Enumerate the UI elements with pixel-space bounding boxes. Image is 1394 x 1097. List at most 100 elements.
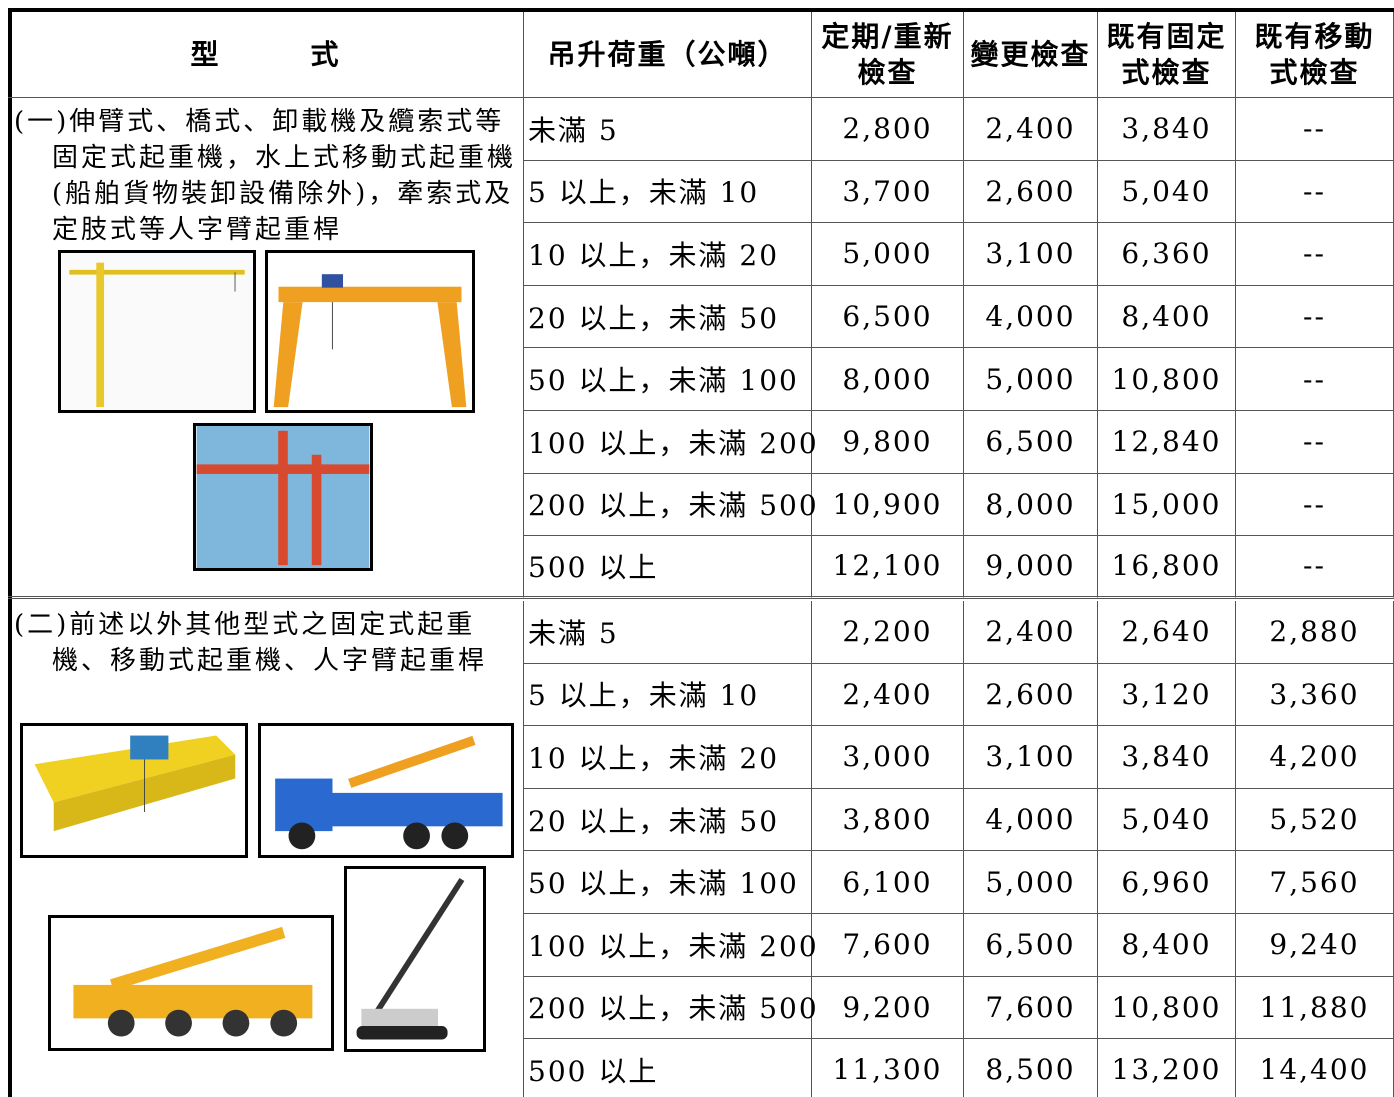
fee-value: 13,200	[1098, 1039, 1236, 1097]
fee-value: 7,600	[812, 914, 964, 977]
fee-value: 3,840	[1098, 98, 1236, 161]
fee-value: 2,800	[812, 98, 964, 161]
load-range: 200 以上，未滿 500	[524, 976, 817, 1040]
load-range: 50 以上，未滿 100	[524, 348, 812, 411]
load-range: 10 以上，未滿 20	[524, 726, 812, 789]
fee-value: 9,800	[812, 411, 964, 474]
fee-value: 4,000	[964, 788, 1098, 852]
load-range: 未滿 5	[524, 601, 812, 664]
crawler-crane-image	[344, 866, 486, 1052]
fee-value: 3,120	[1098, 663, 1236, 727]
fee-value: 4,000	[964, 285, 1098, 349]
fee-value: 10,800	[1098, 976, 1236, 1040]
tower-crane-image	[58, 250, 256, 413]
fee-value: 15,000	[1098, 473, 1236, 537]
fee-value: 2,400	[964, 98, 1098, 161]
gantry-crane-image	[265, 250, 475, 413]
fee-value: 6,100	[812, 851, 964, 914]
fee-value: 8,000	[964, 473, 1098, 537]
fee-value: 3,840	[1098, 726, 1236, 789]
load-range: 500 以上	[524, 1039, 812, 1097]
header-text: 式檢查	[1121, 55, 1212, 89]
fee-value: --	[1236, 411, 1394, 474]
fee-value: 9,240	[1236, 914, 1394, 977]
fee-value: 3,360	[1236, 663, 1394, 727]
header-cell: 型 式	[8, 12, 524, 98]
header-cell: 吊升荷重（公噸）	[524, 12, 812, 98]
fee-value: 7,600	[964, 976, 1098, 1040]
fee-value: 5,000	[964, 348, 1098, 411]
fee-value: 12,100	[812, 536, 964, 599]
fee-value: 9,200	[812, 976, 964, 1040]
fee-value: 5,000	[964, 851, 1098, 914]
table-frame	[8, 8, 1394, 1097]
mobile-crane-image	[48, 915, 334, 1051]
fee-value: 10,800	[1098, 348, 1236, 411]
fee-value: 14,400	[1236, 1039, 1394, 1097]
fee-value: 3,100	[964, 726, 1098, 789]
fee-value: 16,800	[1098, 536, 1236, 599]
fee-value: --	[1236, 223, 1394, 286]
fee-value: --	[1236, 98, 1394, 161]
fee-value: --	[1236, 536, 1394, 599]
fee-value: --	[1236, 348, 1394, 411]
load-range: 未滿 5	[524, 98, 812, 161]
fee-value: 5,040	[1098, 788, 1236, 852]
fee-value: 2,600	[964, 663, 1098, 727]
header-text: 變更檢查	[970, 37, 1091, 71]
fee-value: 11,300	[812, 1039, 964, 1097]
header-cell: 既有固定 式檢查	[1098, 12, 1236, 98]
fee-value: 6,500	[964, 411, 1098, 474]
fee-value: 8,500	[964, 1039, 1098, 1097]
fee-value: 2,400	[964, 601, 1098, 664]
section-label: (一)伸臂式、橋式、卸載機及纜索式等固定式起重機，水上式移動式起重機(船舶貨物裝…	[14, 107, 517, 245]
header-text: 型 式	[190, 37, 341, 71]
header-cell: 變更檢查	[964, 12, 1098, 98]
fee-value: 2,640	[1098, 601, 1236, 664]
fee-value: --	[1236, 160, 1394, 224]
header-cell: 既有移動 式檢查	[1236, 12, 1394, 98]
fee-value: 5,520	[1236, 788, 1394, 852]
fee-value: 8,400	[1098, 285, 1236, 349]
load-range: 200 以上，未滿 500	[524, 473, 817, 537]
bridge-crane-image	[20, 723, 248, 858]
header-text: 式檢查	[1269, 55, 1360, 89]
load-range: 100 以上，未滿 200	[524, 914, 817, 977]
load-range: 20 以上，未滿 50	[524, 285, 812, 349]
fee-value: 8,000	[812, 348, 964, 411]
load-range: 100 以上，未滿 200	[524, 411, 817, 474]
fee-value: 7,560	[1236, 851, 1394, 914]
load-range: 20 以上，未滿 50	[524, 788, 812, 852]
fee-value: 3,800	[812, 788, 964, 852]
fee-value: 5,040	[1098, 160, 1236, 224]
header-text: 吊升荷重（公噸）	[547, 37, 788, 71]
fee-value: 8,400	[1098, 914, 1236, 977]
fee-value: 9,000	[964, 536, 1098, 599]
fee-value: 3,100	[964, 223, 1098, 286]
fee-value: 2,400	[812, 663, 964, 727]
header-text: 既有固定	[1106, 19, 1227, 53]
fee-value: 4,200	[1236, 726, 1394, 789]
port-crane-image	[193, 423, 373, 571]
fee-value: 3,000	[812, 726, 964, 789]
fee-value: 5,000	[812, 223, 964, 286]
header-cell: 定期/重新 檢查	[812, 12, 964, 98]
fee-value: 6,360	[1098, 223, 1236, 286]
fee-value: 2,880	[1236, 601, 1394, 664]
fee-value: 11,880	[1236, 976, 1394, 1040]
load-range: 5 以上，未滿 10	[524, 160, 812, 224]
fee-value: 10,900	[812, 473, 964, 537]
fee-value: --	[1236, 285, 1394, 349]
header-text: 既有移動	[1254, 19, 1375, 53]
section-cell	[8, 601, 524, 1097]
load-range: 10 以上，未滿 20	[524, 223, 812, 286]
section-cell	[8, 98, 524, 599]
fee-value: 2,600	[964, 160, 1098, 224]
fee-value: 2,200	[812, 601, 964, 664]
fee-value: --	[1236, 473, 1394, 537]
fee-value: 6,500	[964, 914, 1098, 977]
load-range: 5 以上，未滿 10	[524, 663, 812, 727]
fee-value: 3,700	[812, 160, 964, 224]
header-text: 定期/重新	[821, 19, 954, 53]
